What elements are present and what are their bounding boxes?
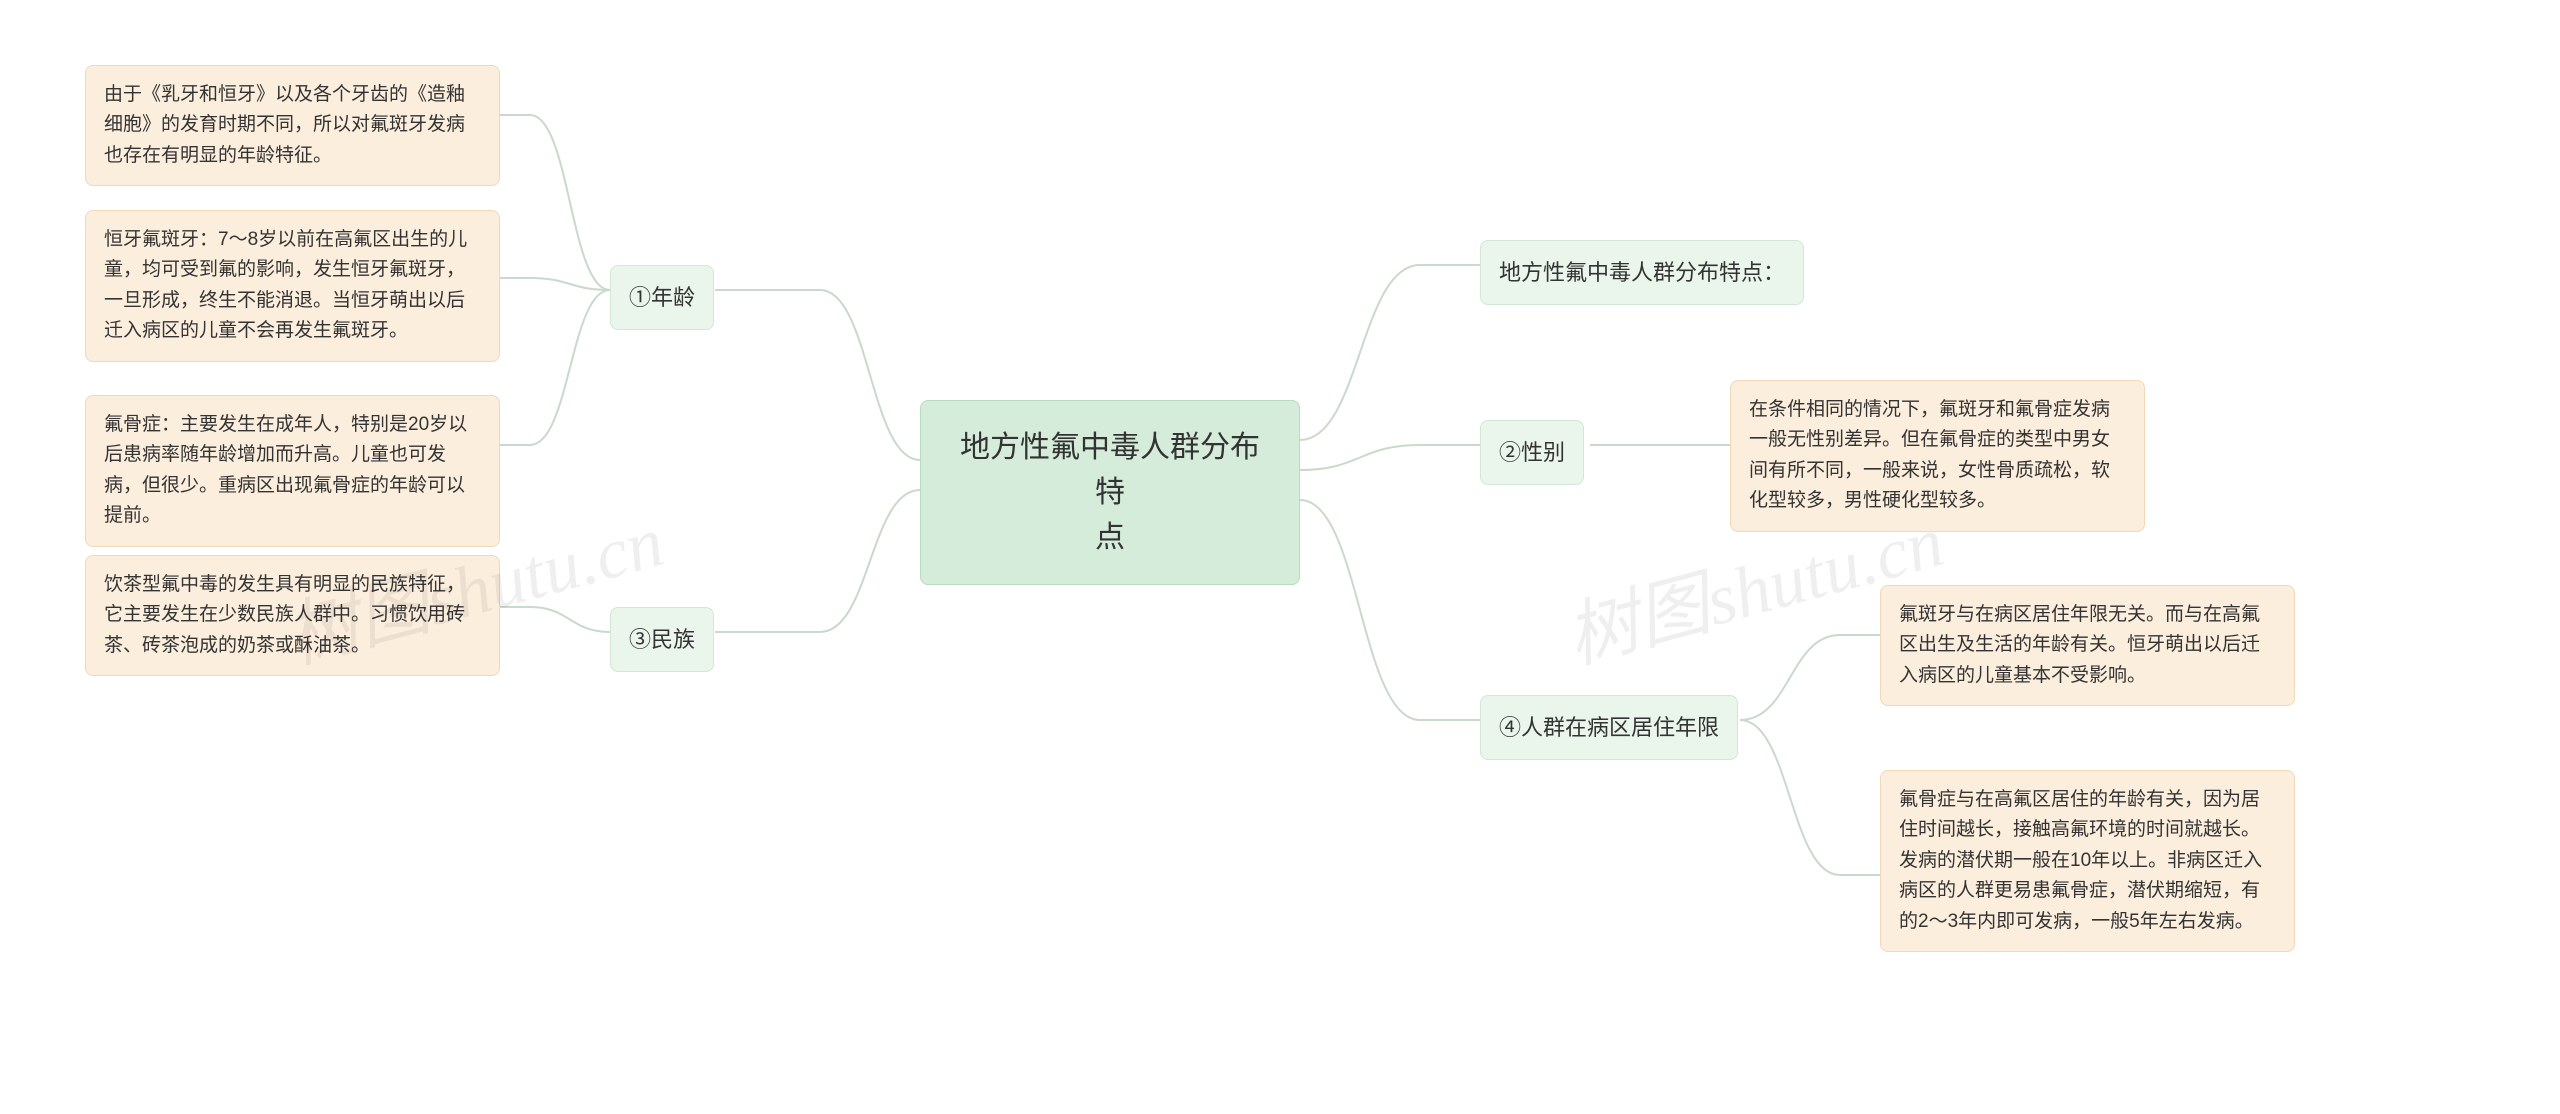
- leaf-age-1[interactable]: 由于《乳牙和恒牙》以及各个牙齿的《造釉细胞》的发育时期不同，所以对氟斑牙发病也存…: [85, 65, 500, 186]
- leaf-age-2[interactable]: 恒牙氟斑牙：7～8岁以前在高氟区出生的儿童，均可受到氟的影响，发生恒牙氟斑牙，一…: [85, 210, 500, 362]
- branch-gender-label: ②性别: [1499, 440, 1565, 465]
- branch-ethnic[interactable]: ③民族: [610, 607, 714, 672]
- leaf-residence-2-text: 氟骨症与在高氟区居住的年龄有关，因为居住时间越长，接触高氟环境的时间就越长。发病…: [1899, 789, 2262, 932]
- leaf-age-2-text: 恒牙氟斑牙：7～8岁以前在高氟区出生的儿童，均可受到氟的影响，发生恒牙氟斑牙，一…: [104, 229, 467, 341]
- branch-residence-label: ④人群在病区居住年限: [1499, 715, 1719, 740]
- branch-age-label: ①年龄: [629, 285, 695, 310]
- leaf-ethnic-1-text: 饮茶型氟中毒的发生具有明显的民族特征，它主要发生在少数民族人群中。习惯饮用砖茶、…: [104, 574, 465, 656]
- leaf-age-1-text: 由于《乳牙和恒牙》以及各个牙齿的《造釉细胞》的发育时期不同，所以对氟斑牙发病也存…: [104, 84, 465, 166]
- branch-residence[interactable]: ④人群在病区居住年限: [1480, 695, 1738, 760]
- branch-intro-label: 地方性氟中毒人群分布特点：: [1499, 260, 1785, 285]
- branch-ethnic-label: ③民族: [629, 627, 695, 652]
- branch-gender[interactable]: ②性别: [1480, 420, 1584, 485]
- leaf-gender-1[interactable]: 在条件相同的情况下，氟斑牙和氟骨症发病一般无性别差异。但在氟骨症的类型中男女间有…: [1730, 380, 2145, 532]
- branch-age[interactable]: ①年龄: [610, 265, 714, 330]
- leaf-residence-1[interactable]: 氟斑牙与在病区居住年限无关。而与在高氟区出生及生活的年龄有关。恒牙萌出以后迁入病…: [1880, 585, 2295, 706]
- leaf-age-3[interactable]: 氟骨症：主要发生在成年人，特别是20岁以后患病率随年龄增加而升高。儿童也可发病，…: [85, 395, 500, 547]
- center-title: 地方性氟中毒人群分布特点: [960, 431, 1260, 554]
- leaf-residence-2[interactable]: 氟骨症与在高氟区居住的年龄有关，因为居住时间越长，接触高氟环境的时间就越长。发病…: [1880, 770, 2295, 952]
- leaf-residence-1-text: 氟斑牙与在病区居住年限无关。而与在高氟区出生及生活的年龄有关。恒牙萌出以后迁入病…: [1899, 604, 2260, 686]
- center-node[interactable]: 地方性氟中毒人群分布特点: [920, 400, 1300, 585]
- leaf-ethnic-1[interactable]: 饮茶型氟中毒的发生具有明显的民族特征，它主要发生在少数民族人群中。习惯饮用砖茶、…: [85, 555, 500, 676]
- leaf-gender-1-text: 在条件相同的情况下，氟斑牙和氟骨症发病一般无性别差异。但在氟骨症的类型中男女间有…: [1749, 399, 2110, 511]
- leaf-age-3-text: 氟骨症：主要发生在成年人，特别是20岁以后患病率随年龄增加而升高。儿童也可发病，…: [104, 414, 467, 526]
- branch-intro[interactable]: 地方性氟中毒人群分布特点：: [1480, 240, 1804, 305]
